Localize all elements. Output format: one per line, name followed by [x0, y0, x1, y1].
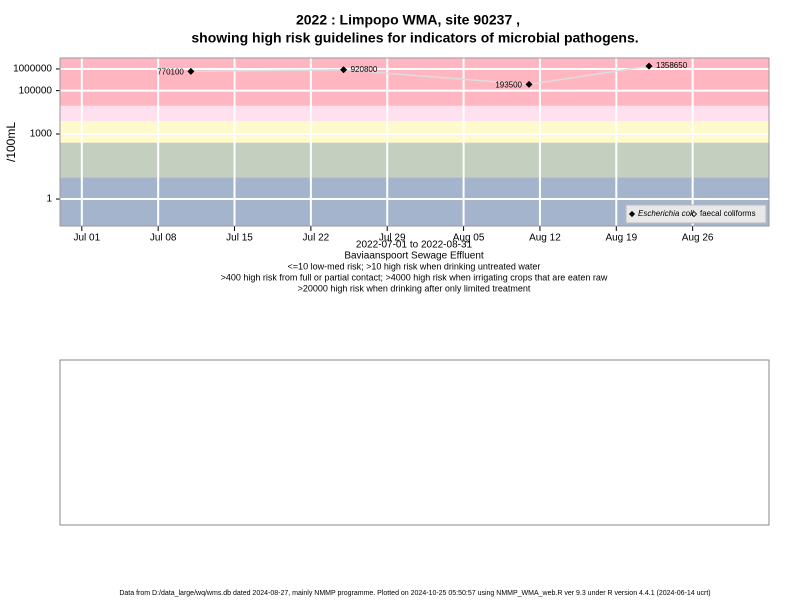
- legend-marker: [690, 210, 698, 218]
- legend-label: faecal coliforms: [700, 209, 756, 218]
- data-label: 920800: [351, 65, 378, 74]
- x-axis-label: Baviaanspoort Sewage Effluent: [344, 251, 484, 262]
- plot-frame: [59, 57, 770, 227]
- y-tick-label: 1000: [30, 129, 53, 140]
- y-tick-label: 100000: [19, 85, 53, 96]
- legend-label: Escherichia coli: [638, 209, 694, 218]
- x-axis-label: >20000 high risk when drinking after onl…: [298, 283, 531, 293]
- data-point: [525, 80, 533, 88]
- y-tick-label: 1000000: [13, 64, 52, 75]
- data-point: [645, 62, 653, 70]
- data-label: 770100: [157, 68, 184, 77]
- series-line: [190, 65, 650, 86]
- x-axis-label: 2022-07-01 to 2022-08-31: [356, 240, 473, 251]
- risk-band: [60, 142, 769, 178]
- chart-subtitle: showing high risk guidelines for indicat…: [191, 30, 638, 46]
- x-tick-label: Aug 19: [605, 233, 637, 244]
- x-tick-label: Jul 01: [73, 233, 100, 244]
- chart-title: 2022 : Limpopo WMA, site 90237 ,: [296, 12, 520, 28]
- data-label: 193500: [495, 81, 522, 90]
- x-tick-label: Aug 12: [529, 233, 561, 244]
- footer: Data from D:/data_large/wq/wms.db dated …: [119, 590, 710, 597]
- x-tick-label: Jul 08: [150, 233, 177, 244]
- y-axis-label: /100mL: [4, 122, 18, 162]
- risk-band: [60, 105, 769, 121]
- x-axis-label: >400 high risk from full or partial cont…: [221, 272, 608, 282]
- risk-band: [60, 120, 769, 143]
- x-tick-label: Jul 29: [379, 233, 406, 244]
- data-label: 1358650: [656, 61, 688, 70]
- x-tick-label: Aug 05: [453, 233, 485, 244]
- data-point: [187, 67, 195, 75]
- x-tick-label: Jul 22: [303, 233, 330, 244]
- empty-panel: [59, 359, 770, 526]
- x-tick-label: Jul 15: [226, 233, 253, 244]
- y-tick-label: 1: [46, 194, 52, 205]
- x-tick-label: Aug 26: [682, 233, 714, 244]
- x-axis-label: <=10 low-med risk; >10 high risk when dr…: [288, 261, 541, 271]
- data-point: [340, 66, 348, 74]
- legend-marker: [628, 210, 636, 218]
